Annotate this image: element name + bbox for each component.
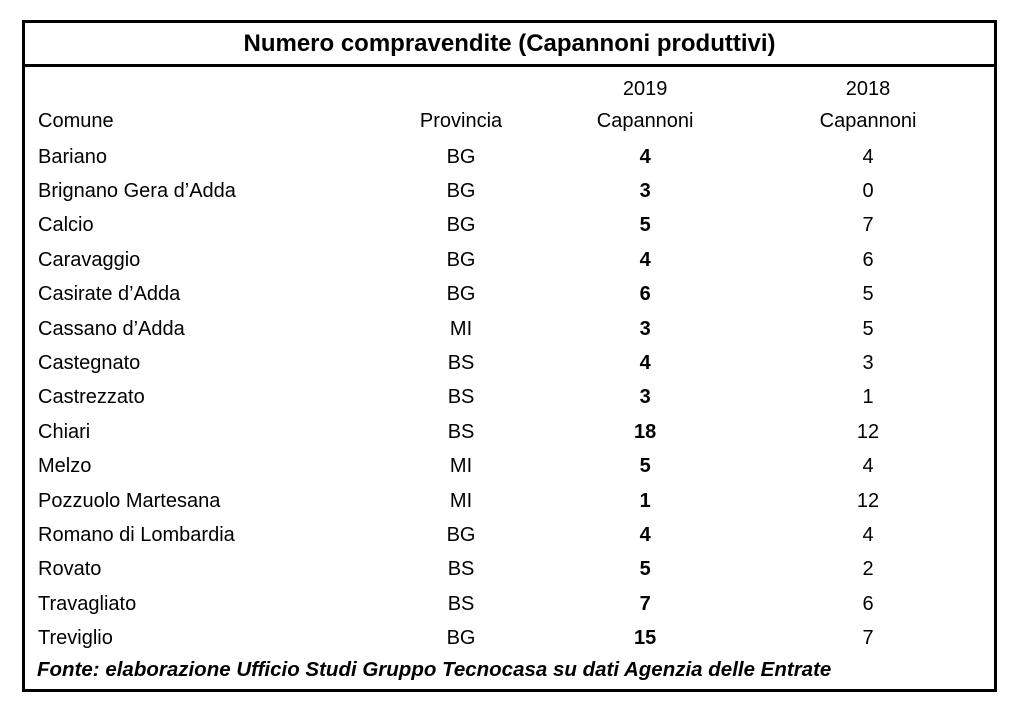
header-provincia: Provincia [419,110,503,132]
cell-v2019: 4 [639,145,651,168]
header-capannoni-2018: Capannoni [819,110,917,132]
source-note: Fonte: elaborazione Ufficio Studi Gruppo… [25,658,994,689]
cell-v2018: 2 [862,558,874,581]
cell-v2019: 4 [639,248,651,271]
cell-v2018: 7 [862,214,874,237]
table-row: Casirate d’Adda BG 6 5 [25,278,994,312]
table-row: Chiari BS 18 12 [25,415,994,449]
cell-v2018: 7 [862,627,874,650]
cell-v2019: 3 [639,386,651,409]
compravendite-table: Numero compravendite (Capannoni produtti… [22,20,997,692]
data-table: 2019 2018 Comune Provincia Capannoni Cap… [25,67,994,656]
header-year-row: 2019 2018 [25,67,994,103]
table-row: Cassano d’Adda MI 3 5 [25,312,994,346]
cell-v2018: 3 [862,352,874,375]
cell-v2019: 15 [634,627,657,650]
cell-v2019: 5 [639,455,651,478]
cell-comune: Calcio [38,214,94,237]
cell-comune: Castegnato [38,352,141,375]
cell-comune: Bariano [38,145,107,168]
table-row: Caravaggio BG 4 6 [25,243,994,277]
cell-v2018: 4 [862,145,874,168]
table-title: Numero compravendite (Capannoni produtti… [25,23,994,67]
table-row: Pozzuolo Martesana MI 1 12 [25,484,994,518]
cell-v2019: 7 [639,592,651,615]
table-row: Travagliato BS 7 6 [25,587,994,621]
header-capannoni-2019: Capannoni [596,110,694,132]
header-empty-cell [374,67,548,103]
cell-v2018: 5 [862,317,874,340]
cell-comune: Brignano Gera d’Adda [38,180,236,203]
cell-comune: Travagliato [38,592,137,615]
header-year-2019: 2019 [622,78,668,100]
cell-provincia: BG [446,145,476,168]
table-row: Bariano BG 4 4 [25,140,994,174]
cell-provincia: BG [446,627,476,650]
cell-comune: Treviglio [38,627,113,650]
table-row: Treviglio BG 15 7 [25,621,994,655]
cell-v2019: 18 [634,420,657,443]
cell-comune: Rovato [38,558,102,581]
cell-v2018: 4 [862,523,874,546]
cell-v2019: 4 [639,523,651,546]
cell-v2018: 4 [862,455,874,478]
cell-v2019: 5 [639,214,651,237]
cell-provincia: BS [447,420,475,443]
cell-v2018: 6 [862,592,874,615]
cell-provincia: BS [447,352,475,375]
cell-provincia: BS [447,386,475,409]
cell-comune: Melzo [38,455,92,478]
cell-v2018: 12 [856,489,880,512]
cell-provincia: BG [446,214,476,237]
cell-v2019: 5 [639,558,651,581]
cell-v2018: 12 [856,420,880,443]
header-label-row: Comune Provincia Capannoni Capannoni [25,103,994,140]
cell-provincia: MI [449,455,473,478]
cell-v2019: 1 [639,489,651,512]
table-row: Brignano Gera d’Adda BG 3 0 [25,174,994,208]
table-body: Bariano BG 4 4 Brignano Gera d’Adda BG 3 0 Calci… [25,140,994,656]
cell-comune: Casirate d’Adda [38,283,181,306]
header-comune: Comune [38,110,114,132]
cell-v2019: 6 [639,283,651,306]
table-title-text: Numero compravendite (Capannoni produtti… [243,29,776,57]
cell-provincia: BG [446,523,476,546]
cell-v2018: 1 [862,386,874,409]
cell-v2019: 4 [639,352,651,375]
cell-provincia: MI [449,317,473,340]
table-row: Romano di Lombardia BG 4 4 [25,518,994,552]
cell-v2019: 3 [639,317,651,340]
cell-comune: Chiari [38,420,91,443]
cell-v2019: 3 [639,180,651,203]
source-note-text: Fonte: elaborazione Ufficio Studi Gruppo… [37,658,832,681]
table-row: Calcio BG 5 7 [25,209,994,243]
cell-comune: Caravaggio [38,248,141,271]
cell-provincia: BG [446,283,476,306]
table-row: Rovato BS 5 2 [25,553,994,587]
cell-provincia: BS [447,592,475,615]
cell-v2018: 0 [862,180,874,203]
cell-provincia: MI [449,489,473,512]
cell-provincia: BG [446,248,476,271]
cell-provincia: BG [446,180,476,203]
cell-v2018: 5 [862,283,874,306]
table-row: Melzo MI 5 4 [25,450,994,484]
cell-comune: Castrezzato [38,386,145,409]
table-row: Castrezzato BS 3 1 [25,381,994,415]
cell-comune: Cassano d’Adda [38,317,185,340]
cell-provincia: BS [447,558,475,581]
cell-comune: Pozzuolo Martesana [38,489,221,512]
cell-comune: Romano di Lombardia [38,523,235,546]
header-year-2018: 2018 [845,78,891,100]
header-empty-cell [25,67,374,103]
table-row: Castegnato BS 4 3 [25,346,994,380]
cell-v2018: 6 [862,248,874,271]
